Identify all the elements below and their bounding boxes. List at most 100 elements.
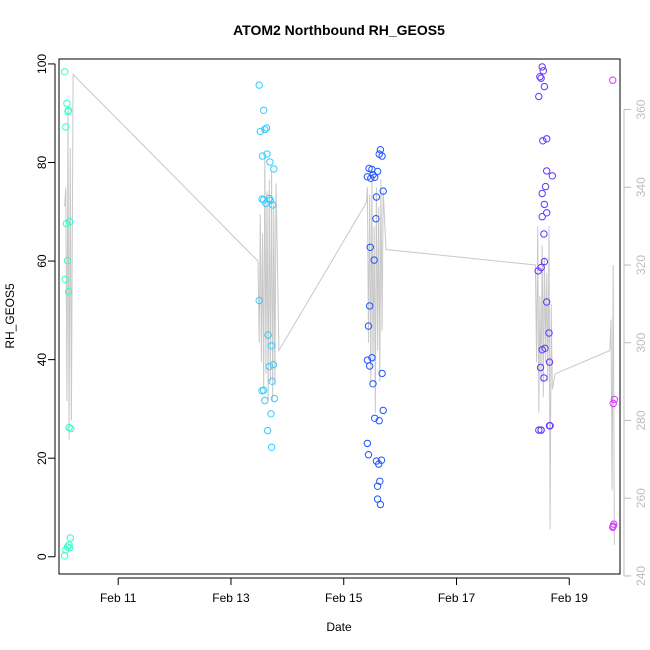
data-point-flight3	[366, 362, 374, 370]
chart-title: ATOM2 Northbound RH_GEOS5	[233, 22, 445, 38]
y-tick-label: 100	[35, 54, 49, 74]
data-point-flight2	[262, 124, 271, 132]
data-point-flight3	[376, 477, 384, 485]
data-point-flight3	[366, 243, 374, 252]
data-point-flight4	[535, 426, 543, 434]
data-point-flight1	[65, 541, 73, 549]
y-tick-label: 60	[35, 254, 49, 268]
data-point-flight3	[375, 150, 383, 158]
data-point-flight2	[255, 296, 263, 305]
x-tick-label: Feb 17	[438, 591, 476, 605]
data-point-flight3	[368, 354, 376, 362]
y2-tick-label: 360	[634, 99, 648, 119]
data-point-flight3	[376, 146, 385, 154]
data-point-flight2	[261, 125, 269, 134]
data-point-flight4	[537, 426, 545, 434]
data-point-flight2	[269, 201, 277, 209]
x-tick-label: Feb 11	[100, 591, 137, 605]
data-point-flight2	[267, 342, 276, 350]
data-point-flight4	[539, 67, 547, 75]
data-point-flight2	[264, 331, 272, 339]
data-point-flight4	[543, 298, 551, 306]
y-tick-label: 80	[35, 155, 49, 169]
x-axis-label: Date	[326, 620, 352, 634]
data-point-flight4	[536, 363, 545, 372]
data-point-flight4	[548, 172, 556, 180]
x-axis: Feb 11 Feb 13 Feb 15 Feb 17 Feb 19	[100, 577, 589, 605]
data-point-flight1	[65, 423, 73, 432]
data-point-flight4	[540, 200, 549, 209]
data-point-flight2	[256, 127, 264, 136]
data-point-flight1	[62, 219, 71, 228]
y-axis: 0 20 40 60 80 100	[35, 54, 56, 560]
data-point-flight3	[372, 193, 381, 201]
data-point-flight5	[609, 76, 617, 84]
data-point-flight4	[541, 182, 550, 191]
data-point-flight2	[261, 396, 269, 405]
data-point-flight4	[534, 267, 542, 275]
data-point-flight1	[67, 424, 75, 433]
data-point-flight2	[262, 199, 270, 208]
x-tick-label: Feb 19	[551, 591, 589, 605]
data-point-flight2	[258, 152, 267, 160]
trace-line	[64, 73, 615, 545]
data-point-flight3	[371, 414, 379, 422]
x-tick-label: Feb 13	[212, 591, 250, 605]
data-point-flight4	[543, 167, 551, 175]
data-point-flight2	[268, 377, 276, 385]
data-point-flight2	[265, 362, 273, 371]
data-point-flight4	[546, 422, 554, 430]
y2-tick-label: 320	[634, 255, 648, 275]
data-point-flight3	[378, 369, 386, 378]
data-point-flight4	[543, 209, 551, 217]
y2-tick-label: 300	[634, 332, 648, 352]
data-point-flight4	[535, 92, 543, 101]
data-point-flight1	[63, 256, 72, 265]
data-point-flight2	[267, 410, 275, 418]
data-point-flight5	[610, 395, 619, 404]
data-point-flight4	[537, 74, 545, 82]
data-point-flight1	[64, 287, 73, 296]
data-point-flight2	[263, 150, 271, 158]
data-point-flight4	[539, 137, 547, 145]
data-point-flight4	[538, 213, 546, 221]
data-point-flight5	[609, 522, 617, 530]
data-point-flight2	[263, 426, 272, 435]
data-point-flight4	[540, 230, 548, 238]
y-tick-label: 20	[35, 451, 49, 465]
data-point-flight1	[64, 106, 73, 115]
data-point-flight2	[266, 158, 274, 166]
y2-axis: 240 260 280 300 320 340 360	[623, 99, 648, 586]
data-point-flight4	[538, 346, 546, 354]
y2-tick-label: 260	[634, 488, 648, 508]
data-point-flight3	[363, 439, 372, 448]
data-point-flight3	[370, 256, 378, 264]
y-tick-label: 0	[35, 553, 49, 560]
y2-tick-label: 240	[634, 566, 648, 586]
x-tick-label: Feb 15	[325, 591, 363, 605]
data-point-flight5	[609, 399, 617, 408]
data-point-flight3	[366, 302, 374, 310]
data-point-flight1	[66, 534, 75, 542]
data-point-flight3	[375, 417, 383, 425]
data-point-flight1	[60, 552, 69, 560]
data-point-flight2	[260, 386, 268, 394]
plot-frame	[58, 58, 621, 575]
y2-tick-label: 340	[634, 177, 648, 197]
data-point-flight3	[375, 460, 383, 468]
data-point-flight1	[61, 275, 69, 283]
data-point-flight4	[538, 63, 546, 71]
data-point-flight2	[260, 106, 268, 115]
data-point-flight4	[540, 82, 549, 91]
data-point-flight4	[543, 135, 551, 143]
data-point-flight2	[255, 81, 263, 89]
data-point-flight2	[267, 443, 276, 451]
y2-tick-label: 280	[634, 410, 648, 430]
data-point-flight3	[379, 187, 387, 195]
data-point-flight4	[538, 189, 546, 198]
data-point-flight3	[373, 167, 382, 176]
data-point-flight1	[60, 68, 69, 76]
data-point-flight4	[545, 358, 554, 366]
data-point-flight1	[63, 99, 71, 108]
